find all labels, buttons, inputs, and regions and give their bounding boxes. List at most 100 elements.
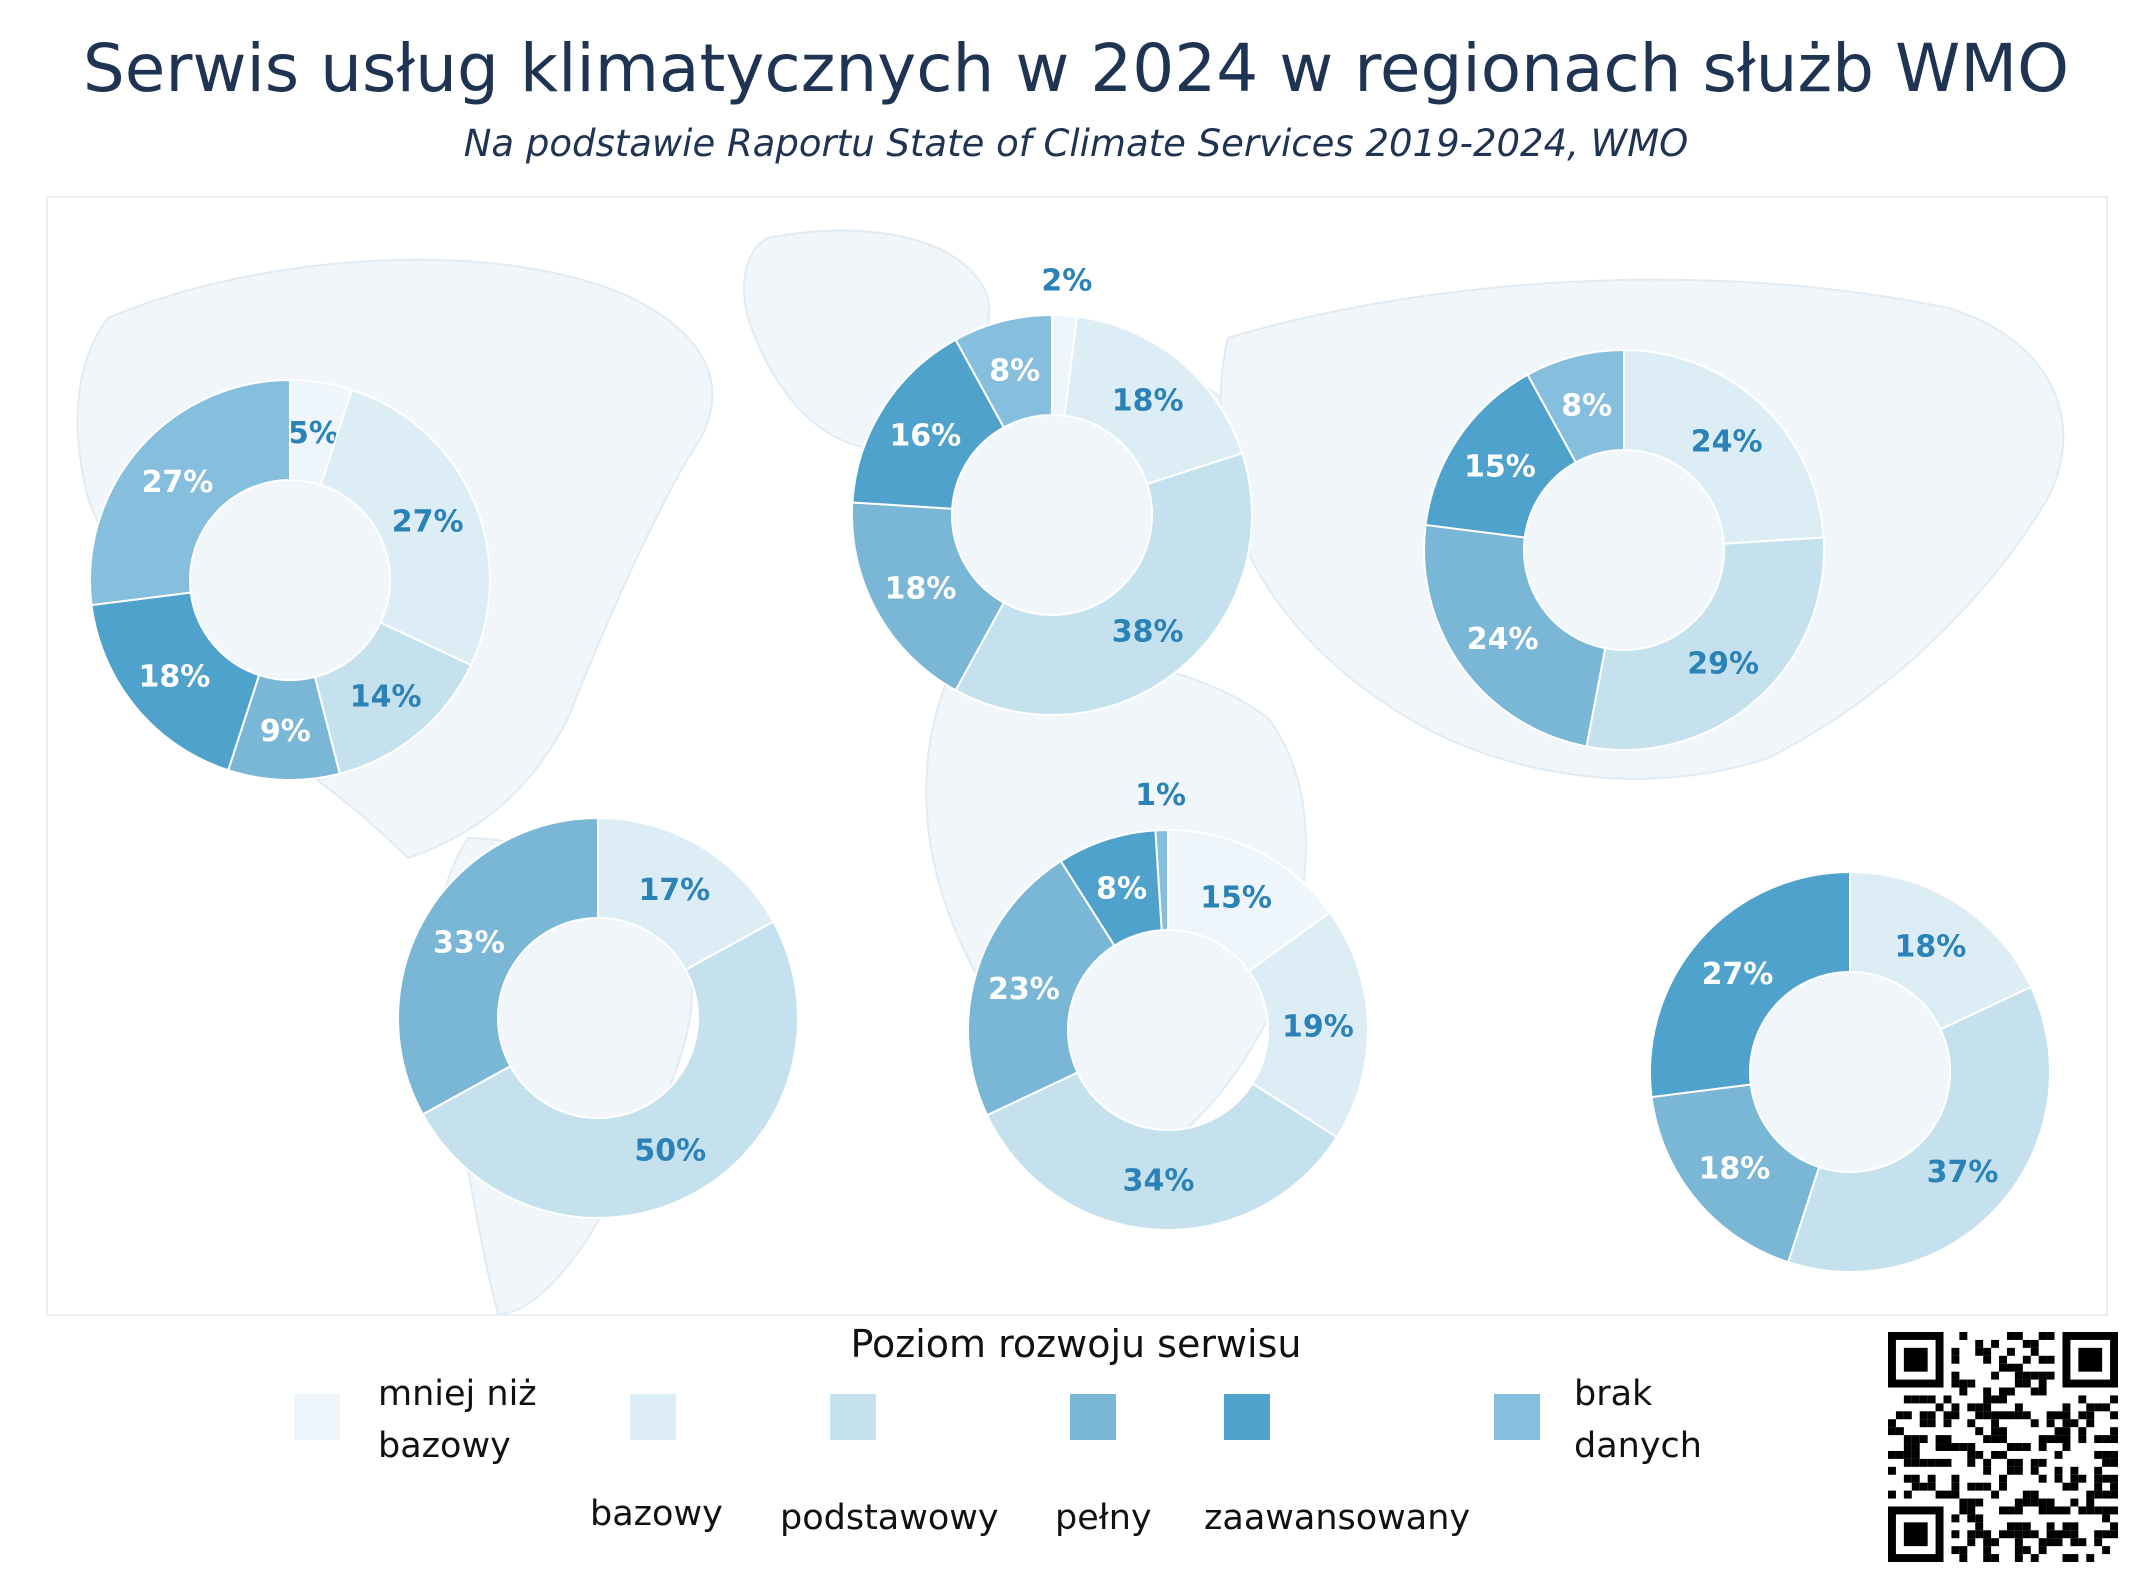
qr-module <box>2094 1538 2103 1547</box>
qr-module <box>2062 1403 2071 1412</box>
qr-module <box>2030 1498 2039 1507</box>
qr-module <box>2006 1443 2015 1451</box>
qr-module <box>1967 1443 1976 1451</box>
qr-module <box>2062 1411 2071 1420</box>
qr-module <box>2046 1332 2055 1340</box>
donut-label-asia-2: 24% <box>1467 622 1539 657</box>
qr-module <box>2030 1387 2039 1396</box>
legend-label-0-line1: mniej niż <box>378 1374 537 1414</box>
donut-label-north-america-2: 14% <box>350 680 422 715</box>
qr-module <box>2078 1506 2087 1515</box>
qr-module <box>2054 1435 2063 1444</box>
qr-module <box>2006 1466 2015 1475</box>
donut-label-asia-0: 24% <box>1691 425 1763 460</box>
donut-label-north-america-0: 5% <box>288 416 339 451</box>
qr-module <box>1983 1466 1992 1475</box>
qr-module <box>1967 1514 1976 1523</box>
donut-label-asia-3: 15% <box>1464 450 1536 485</box>
qr-module <box>2046 1355 2055 1364</box>
donut-slice-asia-2 <box>1423 523 1607 748</box>
qr-module <box>1943 1443 1952 1451</box>
qr-module <box>2110 1395 2118 1404</box>
donut-slice-southwest-pacific-0 <box>1849 870 2033 1031</box>
qr-module <box>1927 1419 1936 1428</box>
donut-label-africa-1: 19% <box>1282 1009 1354 1044</box>
donut-slice-europe-4 <box>851 338 1006 510</box>
qr-module <box>1975 1482 1984 1491</box>
qr-module <box>2102 1474 2111 1483</box>
qr-module <box>1951 1490 1960 1499</box>
qr-module <box>1911 1435 1920 1444</box>
qr-module <box>1983 1546 1992 1555</box>
qr-module <box>1903 1490 1912 1499</box>
qr-module <box>2110 1482 2118 1491</box>
qr-module <box>1903 1474 1912 1483</box>
qr-module <box>1943 1395 1952 1404</box>
donut-label-africa-5: 1% <box>1135 778 1186 813</box>
qr-module <box>2038 1332 2047 1340</box>
donut-label-southwest-pacific-2: 18% <box>1699 1152 1771 1187</box>
donut-slice-north-america-4 <box>90 591 261 772</box>
chart-subtitle: Na podstawie Raportu State of Climate Se… <box>463 122 1689 165</box>
qr-finder-center-tl <box>1903 1347 1928 1372</box>
qr-module <box>1999 1506 2007 1515</box>
qr-module <box>1951 1546 1960 1555</box>
qr-module <box>1991 1371 2000 1380</box>
donut-label-southwest-pacific-3: 27% <box>1702 957 1774 992</box>
qr-module <box>1951 1474 1960 1483</box>
qr-module <box>2086 1411 2095 1420</box>
qr-module <box>2094 1482 2103 1491</box>
qr-module <box>2102 1450 2111 1459</box>
legend-swatch-2 <box>830 1394 876 1440</box>
qr-module <box>1967 1403 1976 1412</box>
qr-module <box>2078 1427 2087 1436</box>
legend-label-3: pełny <box>1055 1498 1152 1538</box>
qr-module <box>2054 1450 2063 1459</box>
qr-module <box>1975 1514 1984 1523</box>
qr-module <box>2070 1538 2079 1547</box>
qr-module <box>2030 1490 2039 1499</box>
donut-label-africa-4: 8% <box>1096 871 1147 906</box>
qr-module <box>1935 1458 1944 1467</box>
donut-label-north-america-5: 27% <box>142 465 214 500</box>
qr-module <box>1991 1490 2000 1499</box>
qr-module <box>1903 1443 1912 1451</box>
qr-module <box>2014 1371 2023 1380</box>
qr-module <box>1888 1466 1896 1475</box>
qr-module <box>1911 1450 1920 1459</box>
qr-module <box>1903 1411 1912 1420</box>
qr-module <box>1999 1482 2007 1491</box>
qr-module <box>2014 1522 2023 1531</box>
qr-module <box>2054 1530 2063 1539</box>
qr-module <box>1991 1339 2000 1348</box>
qr-finder-center-bl <box>1903 1522 1928 1547</box>
donut-label-north-america-3: 9% <box>260 714 311 749</box>
qr-module <box>2062 1419 2071 1428</box>
qr-module <box>2038 1443 2047 1451</box>
qr-module <box>2046 1411 2055 1420</box>
donut-chart-asia: 24% 29% 24% 15% 8% <box>1423 348 1826 751</box>
qr-module <box>2038 1435 2047 1444</box>
qr-module <box>2110 1411 2118 1420</box>
qr-module <box>2070 1474 2079 1483</box>
qr-module <box>1927 1458 1936 1467</box>
qr-module <box>1983 1538 1992 1547</box>
qr-module <box>1999 1450 2007 1459</box>
qr-module <box>1903 1435 1912 1444</box>
qr-module <box>2070 1554 2079 1562</box>
qr-module <box>1927 1474 1936 1483</box>
legend-label-1: bazowy <box>590 1494 723 1534</box>
qr-module <box>2046 1530 2055 1539</box>
qr-module <box>1983 1403 1992 1412</box>
legend-label-5: brak danych <box>1574 1368 1702 1472</box>
donut-label-europe-3: 18% <box>885 571 957 606</box>
qr-module <box>1959 1554 1968 1562</box>
qr-module <box>1975 1427 1984 1436</box>
qr-module <box>2014 1546 2023 1555</box>
qr-module <box>1919 1411 1928 1420</box>
qr-module <box>2038 1538 2047 1547</box>
qr-module <box>1888 1427 1896 1436</box>
qr-module <box>1999 1435 2007 1444</box>
qr-module <box>2070 1482 2079 1491</box>
qr-module <box>1911 1395 1920 1404</box>
